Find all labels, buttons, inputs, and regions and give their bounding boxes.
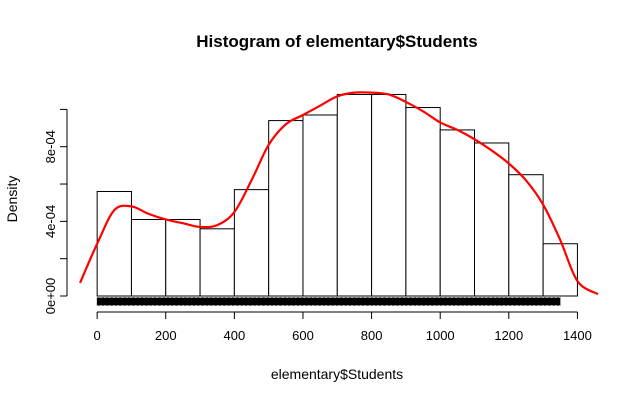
histogram-bars xyxy=(96,93,578,297)
x-tick-label: 800 xyxy=(361,328,383,343)
histogram-bar-11 xyxy=(439,129,476,297)
x-tick-label: 0 xyxy=(94,328,101,343)
x-tick-label: 1400 xyxy=(563,328,592,343)
histogram-bar-1 xyxy=(96,191,132,297)
y-axis: 0e+00 4e-04 8e-04 xyxy=(43,108,68,315)
y-axis-label: Density xyxy=(4,176,20,223)
x-tick-label: 1000 xyxy=(426,328,455,343)
histogram-bar-8 xyxy=(336,93,373,297)
histogram-bar-4 xyxy=(199,228,235,297)
histogram-bar-12 xyxy=(474,142,510,297)
histogram-bar-5 xyxy=(233,189,270,297)
x-tick-label: 400 xyxy=(224,328,246,343)
chart-title: Histogram of elementary$Students xyxy=(196,32,478,51)
histogram-bar-2 xyxy=(130,218,167,297)
x-axis: 0 200 400 600 800 1000 1200 1400 xyxy=(94,311,592,343)
x-tick-label: 1200 xyxy=(494,328,523,343)
density-curve xyxy=(78,91,599,296)
rug-marks xyxy=(96,297,561,306)
histogram-bar-10 xyxy=(405,107,441,297)
histogram-bar-13 xyxy=(508,174,544,297)
y-tick-label: 0e+00 xyxy=(43,278,58,315)
x-axis-label: elementary$Students xyxy=(271,366,403,382)
histogram-bar-3 xyxy=(165,218,201,297)
y-tick-label: 8e-04 xyxy=(43,130,58,163)
x-tick-label: 200 xyxy=(155,328,177,343)
histogram-bar-9 xyxy=(371,93,407,297)
x-tick-label: 600 xyxy=(292,328,314,343)
histogram-bar-7 xyxy=(302,114,338,297)
y-tick-label: 4e-04 xyxy=(43,205,58,238)
histogram-bar-6 xyxy=(268,120,304,297)
